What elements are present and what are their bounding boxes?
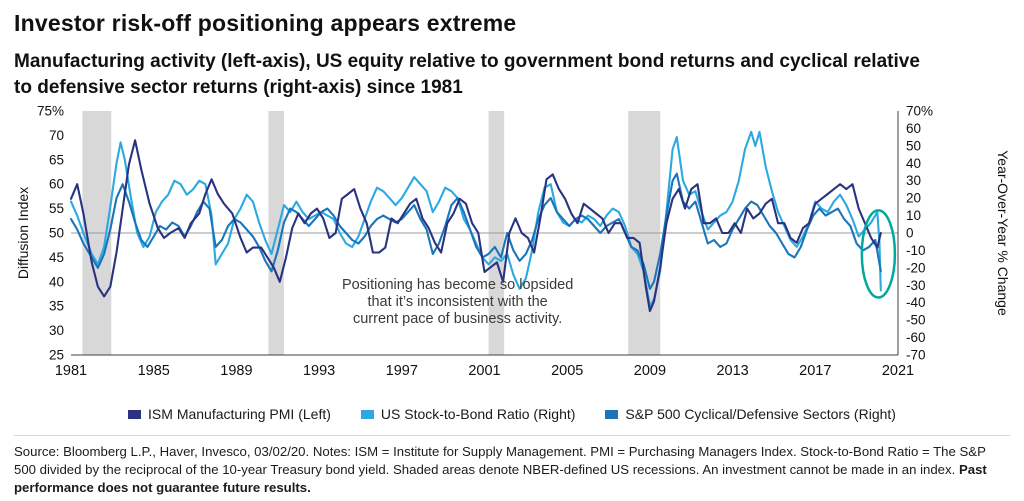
legend-swatch-stock-bond-icon bbox=[360, 409, 374, 419]
y-right-tick-label: -60 bbox=[906, 330, 926, 345]
source-note-bold: Past performance does not guarantee futu… bbox=[14, 462, 987, 496]
x-tick-label: 1997 bbox=[386, 363, 418, 379]
y-right-tick-label: -10 bbox=[906, 243, 926, 258]
legend-swatch-cyclical-defensive-icon bbox=[605, 409, 619, 419]
x-tick-label: 1981 bbox=[55, 363, 87, 379]
x-tick-label: 2021 bbox=[882, 363, 914, 379]
y-left-tick-label: 45 bbox=[49, 250, 64, 265]
legend-item-stock-bond: US Stock-to-Bond Ratio (Right) bbox=[360, 406, 576, 422]
chart-subtitle: Manufacturing activity (left-axis), US e… bbox=[14, 51, 920, 98]
x-tick-label: 1989 bbox=[220, 363, 252, 379]
series-line-0 bbox=[69, 139, 882, 313]
y-left-tick-label: 40 bbox=[49, 274, 64, 289]
x-tick-label: 2017 bbox=[799, 363, 831, 379]
y-right-tick-label: 60 bbox=[906, 121, 921, 136]
legend-item-cyclical-defensive: S&P 500 Cyclical/Defensive Sectors (Righ… bbox=[605, 406, 896, 422]
y-right-tick-label: 30 bbox=[906, 173, 921, 188]
y-left-tick-label: 50 bbox=[49, 226, 64, 241]
legend-label-ism: ISM Manufacturing PMI (Left) bbox=[148, 406, 331, 422]
legend-item-ism: ISM Manufacturing PMI (Left) bbox=[128, 406, 331, 422]
y-right-tick-label: -70 bbox=[906, 348, 926, 363]
y-right-tick-label: -20 bbox=[906, 260, 926, 275]
right-axis-title: Year-Over-Year % Change bbox=[995, 150, 1010, 316]
x-tick-label: 1993 bbox=[303, 363, 335, 379]
left-axis-title: Diffusion Index bbox=[15, 187, 31, 279]
x-tick-label: 2013 bbox=[716, 363, 748, 379]
y-left-tick-label: 65 bbox=[49, 152, 64, 167]
source-note-text: Source: Bloomberg L.P., Haver, Invesco, … bbox=[14, 444, 986, 478]
source-note: Source: Bloomberg L.P., Haver, Invesco, … bbox=[14, 435, 1010, 498]
chart-svg: 75% 70 65 60 55 50 45 40 35 30 25 70% 60 50 40 30 20 10 0 -… bbox=[15, 104, 1011, 380]
y-right-tick-label: -30 bbox=[906, 278, 926, 293]
y-right-tick-label: -50 bbox=[906, 313, 926, 328]
chart-area: 75% 70 65 60 55 50 45 40 35 30 25 70% 60 50 40 30 20 10 0 -… bbox=[14, 104, 1011, 401]
x-tick-label: 2009 bbox=[634, 363, 666, 379]
y-right-tick-label: 40 bbox=[906, 156, 921, 171]
y-right-tick-label: 20 bbox=[906, 191, 921, 206]
y-left-tick-label: 55 bbox=[49, 201, 64, 216]
y-left-tick-label: 70 bbox=[49, 128, 64, 143]
y-right-tick-label: -40 bbox=[906, 295, 926, 310]
y-left-tick-label: 25 bbox=[49, 348, 64, 363]
x-tick-label: 1985 bbox=[138, 363, 170, 379]
legend-label-cyclical-defensive: S&P 500 Cyclical/Defensive Sectors (Righ… bbox=[625, 406, 896, 422]
x-tick-label: 2005 bbox=[551, 363, 583, 379]
chart-annotation: Positioning has become so lopsided bbox=[342, 277, 573, 293]
chart-annotation: that it’s inconsistent with the bbox=[367, 294, 547, 310]
y-right-tick-label: 70% bbox=[906, 105, 933, 119]
chart-annotation: current pace of business activity. bbox=[353, 311, 562, 327]
y-left-tick-label: 60 bbox=[49, 177, 64, 192]
legend: ISM Manufacturing PMI (Left) US Stock-to… bbox=[14, 401, 1010, 427]
y-right-tick-label: 0 bbox=[906, 226, 914, 241]
y-right-tick-label: 10 bbox=[906, 208, 921, 223]
page-title: Investor risk-off positioning appears ex… bbox=[14, 10, 517, 36]
x-tick-label: 2001 bbox=[468, 363, 500, 379]
y-right-tick-label: 50 bbox=[906, 138, 921, 153]
y-left-tick-label: 75% bbox=[37, 105, 64, 119]
y-left-tick-label: 35 bbox=[49, 299, 64, 314]
series-line-2 bbox=[69, 172, 882, 290]
legend-swatch-ism-icon bbox=[128, 409, 142, 419]
y-left-tick-label: 30 bbox=[49, 323, 64, 338]
legend-label-stock-bond: US Stock-to-Bond Ratio (Right) bbox=[380, 406, 576, 422]
highlight-ellipse bbox=[860, 209, 897, 299]
